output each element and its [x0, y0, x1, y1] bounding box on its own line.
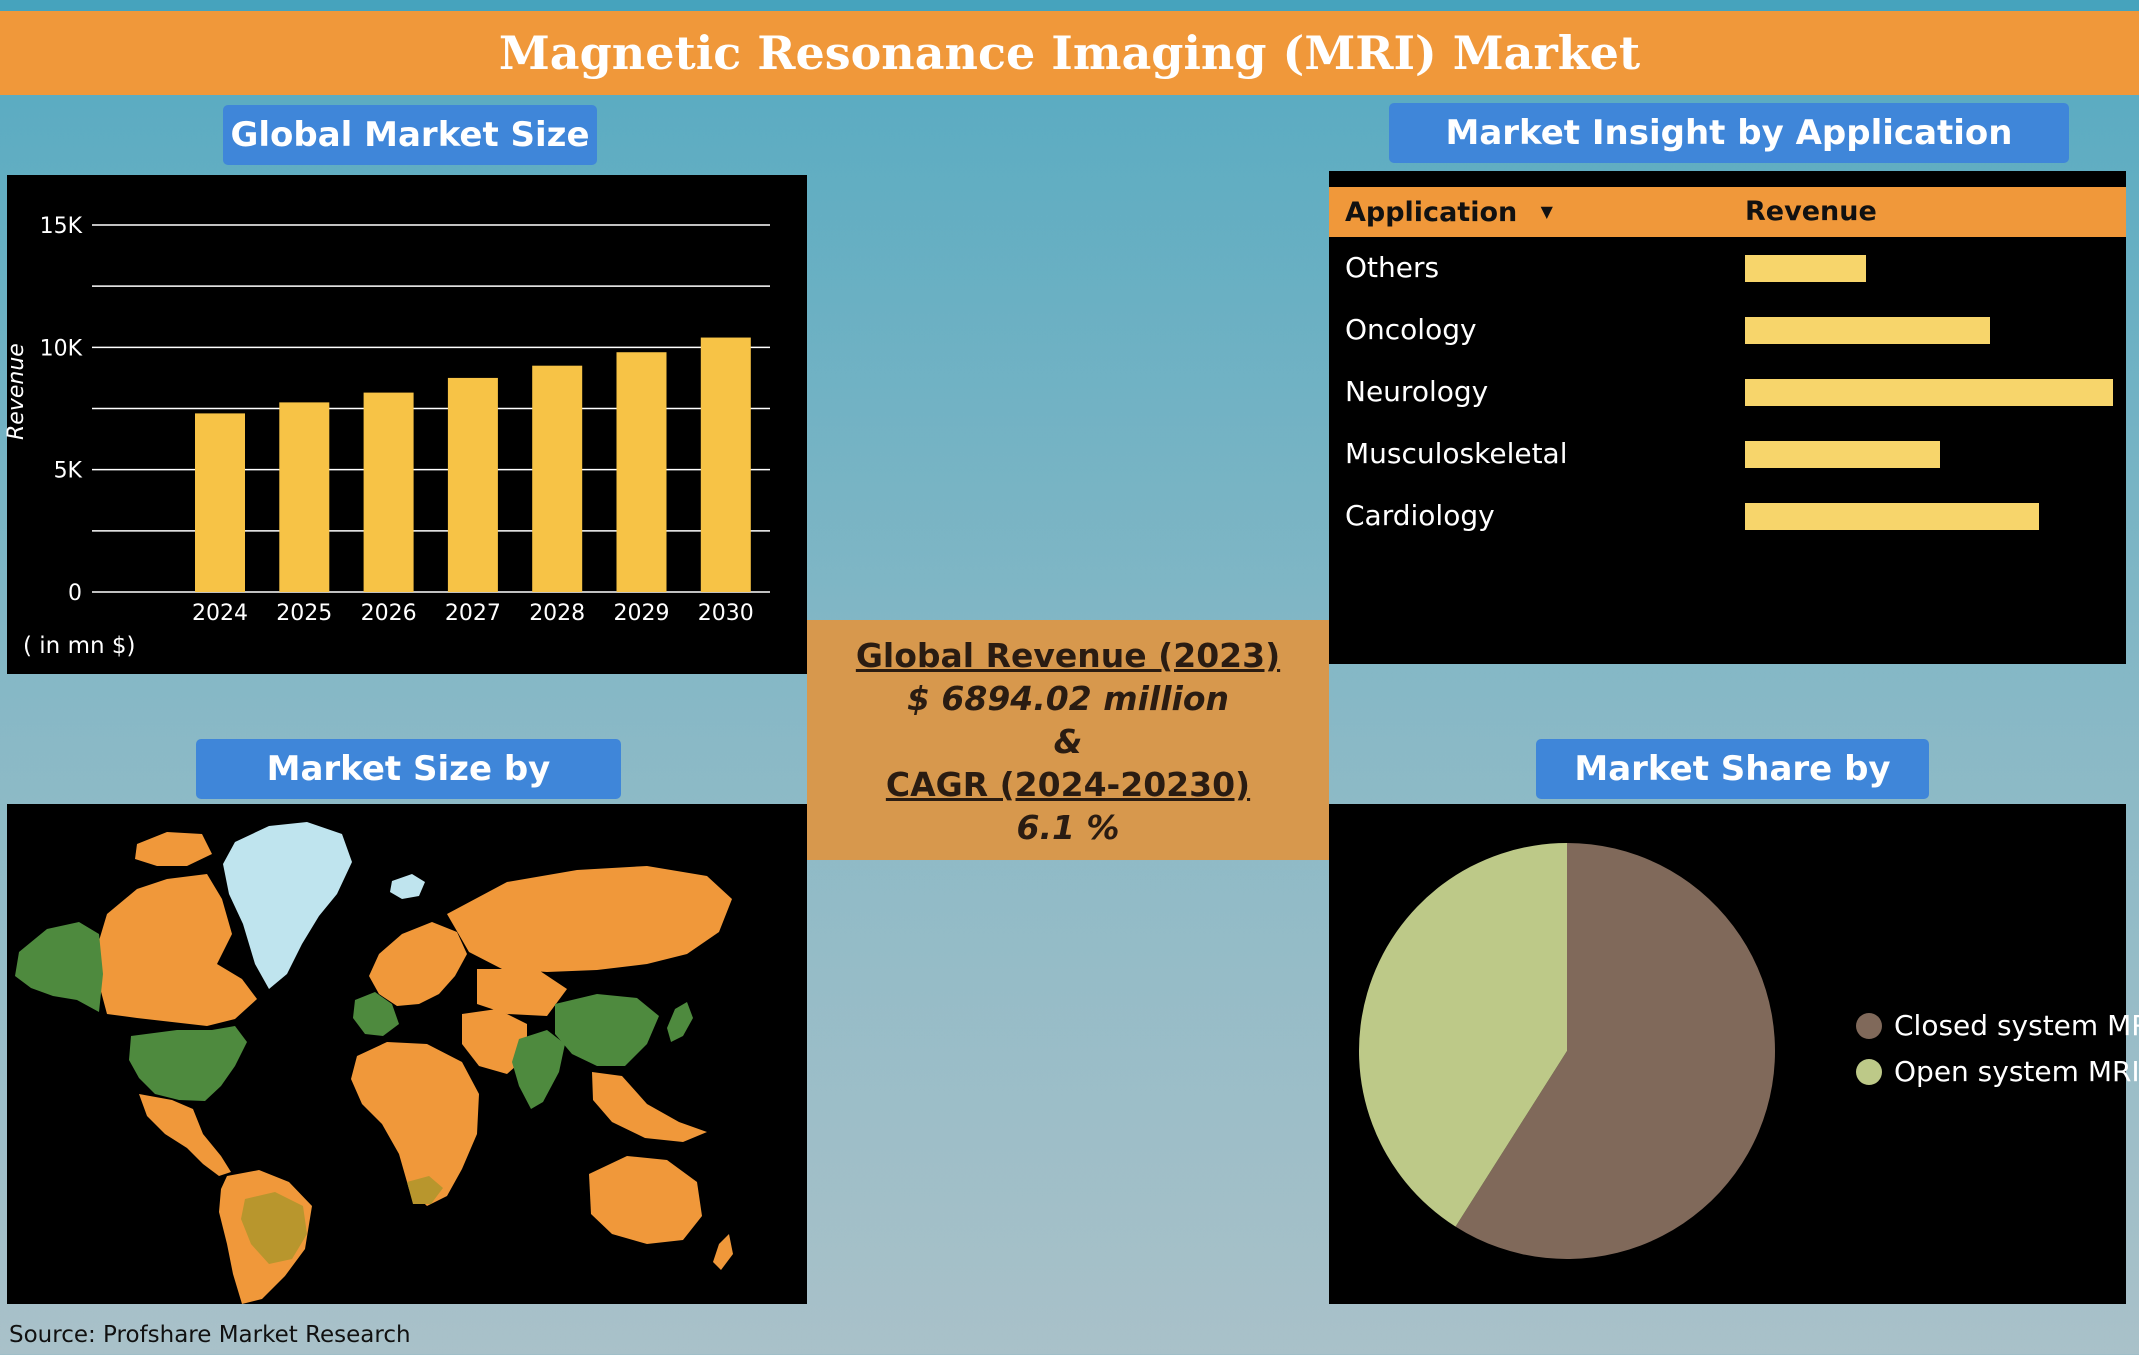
- application-row-label: Cardiology: [1345, 499, 1495, 532]
- unit-note: ( in mn $): [23, 633, 136, 659]
- application-row-label: Oncology: [1345, 313, 1477, 346]
- map-region-europe[interactable]: [369, 922, 467, 1006]
- application-title: Market Insight by Application: [1389, 103, 2069, 163]
- ampersand: &: [1053, 722, 1083, 761]
- legend-swatch: [1856, 1013, 1882, 1039]
- application-table-panel: [1329, 171, 2126, 664]
- map-region-central-asia[interactable]: [477, 969, 567, 1016]
- application-revenue-bar[interactable]: [1745, 255, 1867, 282]
- column-revenue: Revenue: [1745, 196, 1877, 227]
- map-region-southeast-asia[interactable]: [592, 1072, 707, 1142]
- map-region-mexico[interactable]: [139, 1094, 231, 1176]
- summary-box: Global Revenue (2023) $ 6894.02 million …: [807, 620, 1329, 860]
- legend-item[interactable]: Open system MRI: [1856, 1054, 2139, 1090]
- application-revenue-bar[interactable]: [1745, 317, 1990, 344]
- market-size-chart-panel: [7, 175, 807, 674]
- map-region-brazil[interactable]: [241, 1192, 307, 1264]
- legend-item[interactable]: Closed system MRI: [1856, 1008, 2139, 1044]
- map-region-greenland[interactable]: [223, 822, 352, 989]
- page-title: Magnetic Resonance Imaging (MRI) Market: [0, 11, 2139, 95]
- map-region-south-africa[interactable]: [407, 1176, 443, 1204]
- revenue-label: Global Revenue (2023): [855, 636, 1281, 675]
- map-region-new-zealand[interactable]: [713, 1234, 733, 1270]
- map-region-japan[interactable]: [667, 1002, 693, 1042]
- sort-down-icon[interactable]: ▼: [1540, 202, 1553, 221]
- application-revenue-bar[interactable]: [1745, 503, 2040, 530]
- legend-label: Closed system MRI: [1894, 1009, 2139, 1042]
- revenue-value: $ 6894.02 million: [906, 679, 1230, 718]
- application-row-label: Others: [1345, 251, 1440, 284]
- map-region-india[interactable]: [512, 1030, 565, 1109]
- application-revenue-bar[interactable]: [1745, 379, 2113, 406]
- legend-swatch: [1856, 1059, 1882, 1085]
- application-table-header: Application ▼ Revenue: [1329, 187, 2126, 237]
- world-map: [15, 822, 733, 1304]
- application-revenue-bar[interactable]: [1745, 441, 1941, 468]
- map-region-alaska[interactable]: [15, 922, 103, 1012]
- map-region-australia[interactable]: [589, 1156, 702, 1244]
- source-note: Source: Profshare Market Research: [9, 1322, 411, 1348]
- map-region-russia[interactable]: [447, 866, 732, 972]
- cagr-label: CAGR (2024-20230): [885, 765, 1251, 804]
- region-map-panel: [7, 804, 807, 1304]
- y-axis-label: Revenue: [4, 343, 29, 440]
- column-application[interactable]: Application ▼: [1345, 197, 1553, 228]
- map-region-africa[interactable]: [351, 1042, 479, 1206]
- map-region-china[interactable]: [555, 994, 659, 1066]
- map-region-western-europe[interactable]: [353, 992, 399, 1036]
- map-region-iceland[interactable]: [390, 874, 425, 899]
- type-title: Market Share by Type: [1536, 739, 1929, 849]
- top-strip: [0, 0, 2139, 11]
- map-region-canada[interactable]: [95, 874, 257, 1026]
- legend-label: Open system MRI: [1894, 1055, 2139, 1088]
- map-region-usa[interactable]: [129, 1026, 247, 1101]
- application-row-label: Neurology: [1345, 375, 1489, 408]
- map-region-middle-east[interactable]: [462, 1009, 527, 1074]
- cagr-value: 6.1 %: [1016, 808, 1120, 847]
- region-title: Market Size by Region: [196, 739, 621, 849]
- map-region-arctic-islands: [135, 832, 212, 866]
- application-row-label: Musculoskeletal: [1345, 437, 1568, 470]
- market-size-title: Global Market Size: [223, 105, 597, 165]
